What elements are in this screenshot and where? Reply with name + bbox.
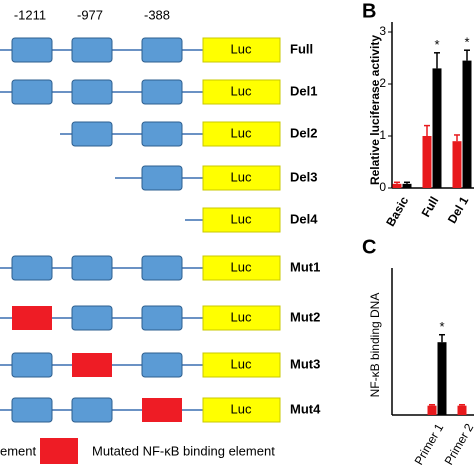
mutated-site bbox=[142, 398, 182, 422]
significance-mark: * bbox=[464, 35, 469, 50]
x-tick-label: Primer 2 bbox=[442, 421, 474, 468]
construct-label: Full bbox=[290, 41, 313, 56]
y-axis-label: Relative luciferase activity bbox=[368, 35, 382, 185]
bar bbox=[402, 183, 412, 188]
legend-swatch bbox=[40, 438, 78, 464]
binding-site bbox=[141, 37, 183, 63]
reporter-box bbox=[202, 37, 281, 63]
reporter-box bbox=[202, 255, 281, 281]
reporter-box bbox=[202, 121, 281, 147]
reporter-label: Luc bbox=[231, 356, 252, 371]
bar bbox=[432, 68, 442, 188]
binding-site bbox=[11, 397, 53, 423]
significance-mark: * bbox=[439, 319, 444, 334]
binding-site bbox=[71, 255, 113, 281]
bar bbox=[422, 136, 432, 188]
binding-site bbox=[11, 352, 53, 378]
reporter-box bbox=[202, 397, 281, 423]
reporter-box bbox=[202, 165, 281, 191]
mutated-site bbox=[12, 306, 52, 330]
bar bbox=[462, 60, 472, 188]
reporter-label: Luc bbox=[231, 309, 252, 324]
binding-site bbox=[71, 397, 113, 423]
construct-label: Mut3 bbox=[290, 356, 320, 371]
construct-label: Mut1 bbox=[290, 259, 320, 274]
construct-label: Del4 bbox=[290, 211, 318, 226]
reporter-box bbox=[202, 207, 281, 233]
reporter-label: Luc bbox=[231, 259, 252, 274]
position-label: -388 bbox=[144, 7, 170, 22]
x-tick-label: Full bbox=[419, 194, 442, 219]
binding-site bbox=[141, 79, 183, 105]
y-tick-label: 1 bbox=[379, 128, 386, 142]
y-tick-label: 2 bbox=[379, 76, 386, 90]
binding-site bbox=[141, 121, 183, 147]
binding-site bbox=[11, 37, 53, 63]
legend-text: Mutated NF-κB binding element bbox=[92, 443, 275, 458]
significance-mark: * bbox=[434, 37, 439, 52]
reporter-label: Luc bbox=[231, 83, 252, 98]
y-tick-label: 3 bbox=[379, 24, 386, 38]
reporter-label: Luc bbox=[231, 41, 252, 56]
position-label: -1211 bbox=[14, 7, 46, 22]
y-axis-label: NF-κB binding DNA bbox=[368, 293, 382, 398]
binding-site bbox=[141, 305, 183, 331]
reporter-box bbox=[202, 305, 281, 331]
reporter-label: Luc bbox=[231, 169, 252, 184]
panel-label: B bbox=[362, 0, 376, 22]
binding-site bbox=[141, 352, 183, 378]
binding-site bbox=[11, 255, 53, 281]
legend-text: ement bbox=[0, 443, 37, 458]
binding-site bbox=[71, 305, 113, 331]
construct-label: Mut4 bbox=[290, 401, 321, 416]
x-tick-label: Basic bbox=[383, 194, 411, 229]
binding-site bbox=[141, 255, 183, 281]
reporter-box bbox=[202, 352, 281, 378]
reporter-box bbox=[202, 79, 281, 105]
construct-label: Del3 bbox=[290, 169, 317, 184]
mutated-site bbox=[72, 353, 112, 377]
construct-label: Mut2 bbox=[290, 309, 320, 324]
panel-label: C bbox=[362, 236, 376, 258]
construct-label: Del2 bbox=[290, 125, 317, 140]
bar bbox=[427, 405, 437, 415]
bar bbox=[457, 405, 467, 415]
reporter-label: Luc bbox=[231, 125, 252, 140]
position-label: -977 bbox=[77, 7, 103, 22]
bar bbox=[392, 183, 402, 188]
binding-site bbox=[71, 121, 113, 147]
binding-site bbox=[71, 37, 113, 63]
bar bbox=[437, 342, 447, 415]
reporter-label: Luc bbox=[231, 211, 252, 226]
x-tick-label: Del 1 bbox=[445, 194, 472, 226]
bar bbox=[452, 141, 462, 188]
binding-site bbox=[71, 79, 113, 105]
reporter-label: Luc bbox=[231, 401, 252, 416]
binding-site bbox=[11, 79, 53, 105]
binding-site bbox=[141, 165, 183, 191]
y-tick-label: 0 bbox=[379, 180, 386, 194]
construct-label: Del1 bbox=[290, 83, 317, 98]
